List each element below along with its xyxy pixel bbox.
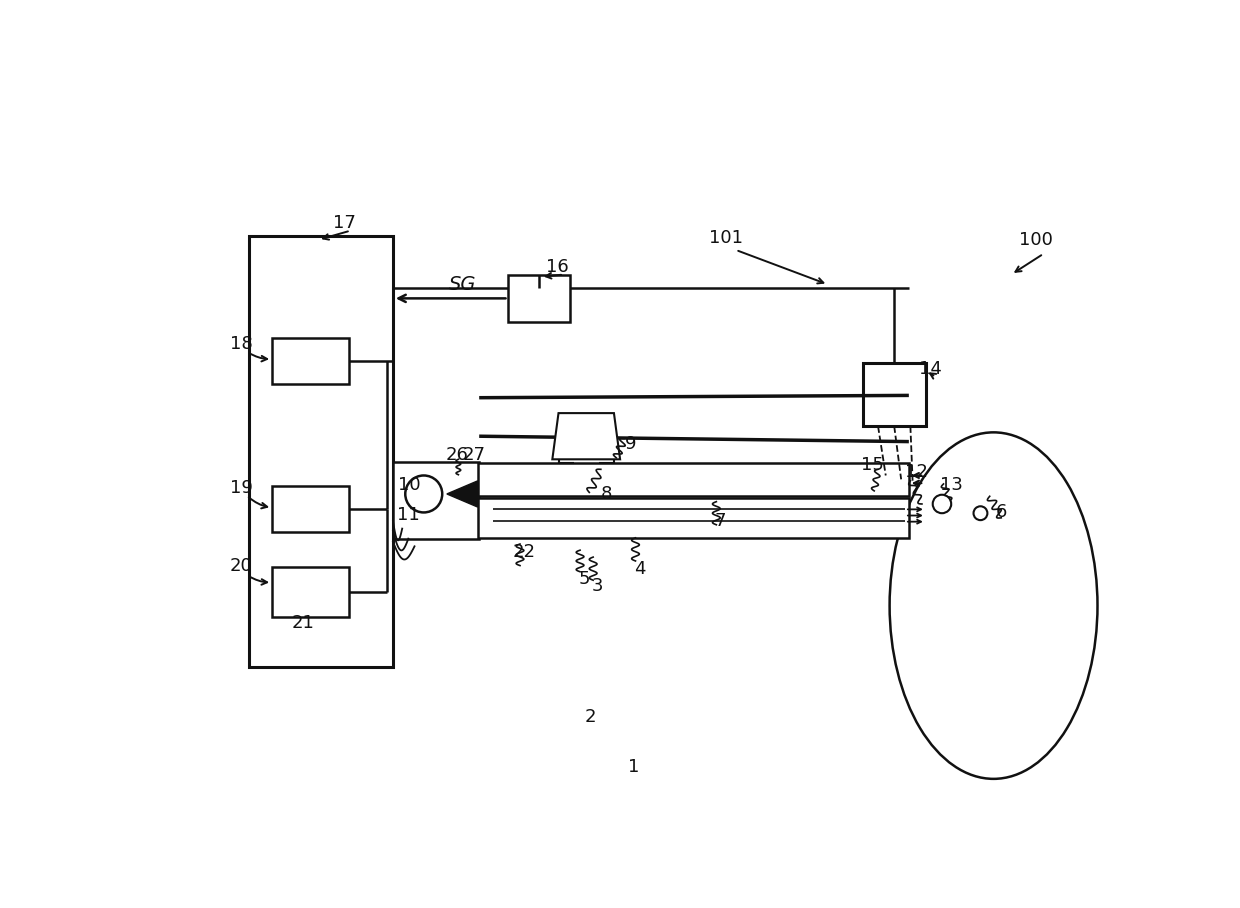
Bar [477,498,909,538]
Text: 17: 17 [334,214,356,232]
Text: 4: 4 [634,560,645,578]
Text: 101: 101 [709,230,743,247]
Bar [508,274,570,322]
Text: 22: 22 [513,543,536,561]
Text: 2: 2 [585,708,596,726]
Text: 20: 20 [229,557,253,575]
Ellipse shape [889,432,1097,779]
Text: 1: 1 [629,758,640,776]
Bar [272,487,350,532]
Circle shape [973,507,987,520]
Bar [477,463,909,496]
Text: 9: 9 [625,435,636,453]
Text: 19: 19 [229,479,253,497]
Text: 6: 6 [996,503,1007,520]
Polygon shape [552,413,620,459]
Text: 11: 11 [397,506,419,524]
Text: 14: 14 [919,360,942,379]
Text: 8: 8 [600,485,611,503]
Text: 13: 13 [940,476,962,494]
Text: 27: 27 [463,447,485,465]
Bar [272,338,350,384]
Text: 18: 18 [229,335,253,353]
Text: SG: SG [449,275,476,294]
Text: 3: 3 [591,577,603,596]
Circle shape [405,476,443,512]
Text: 10: 10 [398,476,420,494]
Text: 12: 12 [905,463,928,481]
Bar [272,568,350,617]
Polygon shape [446,481,477,507]
Text: 5: 5 [578,569,590,587]
Text: 16: 16 [546,258,568,276]
Text: 7: 7 [714,512,725,530]
Bar [249,236,393,667]
Text: 100: 100 [1019,231,1053,249]
Text: 21: 21 [291,615,314,632]
Text: 15: 15 [862,456,884,474]
Text: 26: 26 [445,447,469,465]
Circle shape [932,495,951,513]
Bar [393,461,479,538]
Bar [863,363,926,426]
